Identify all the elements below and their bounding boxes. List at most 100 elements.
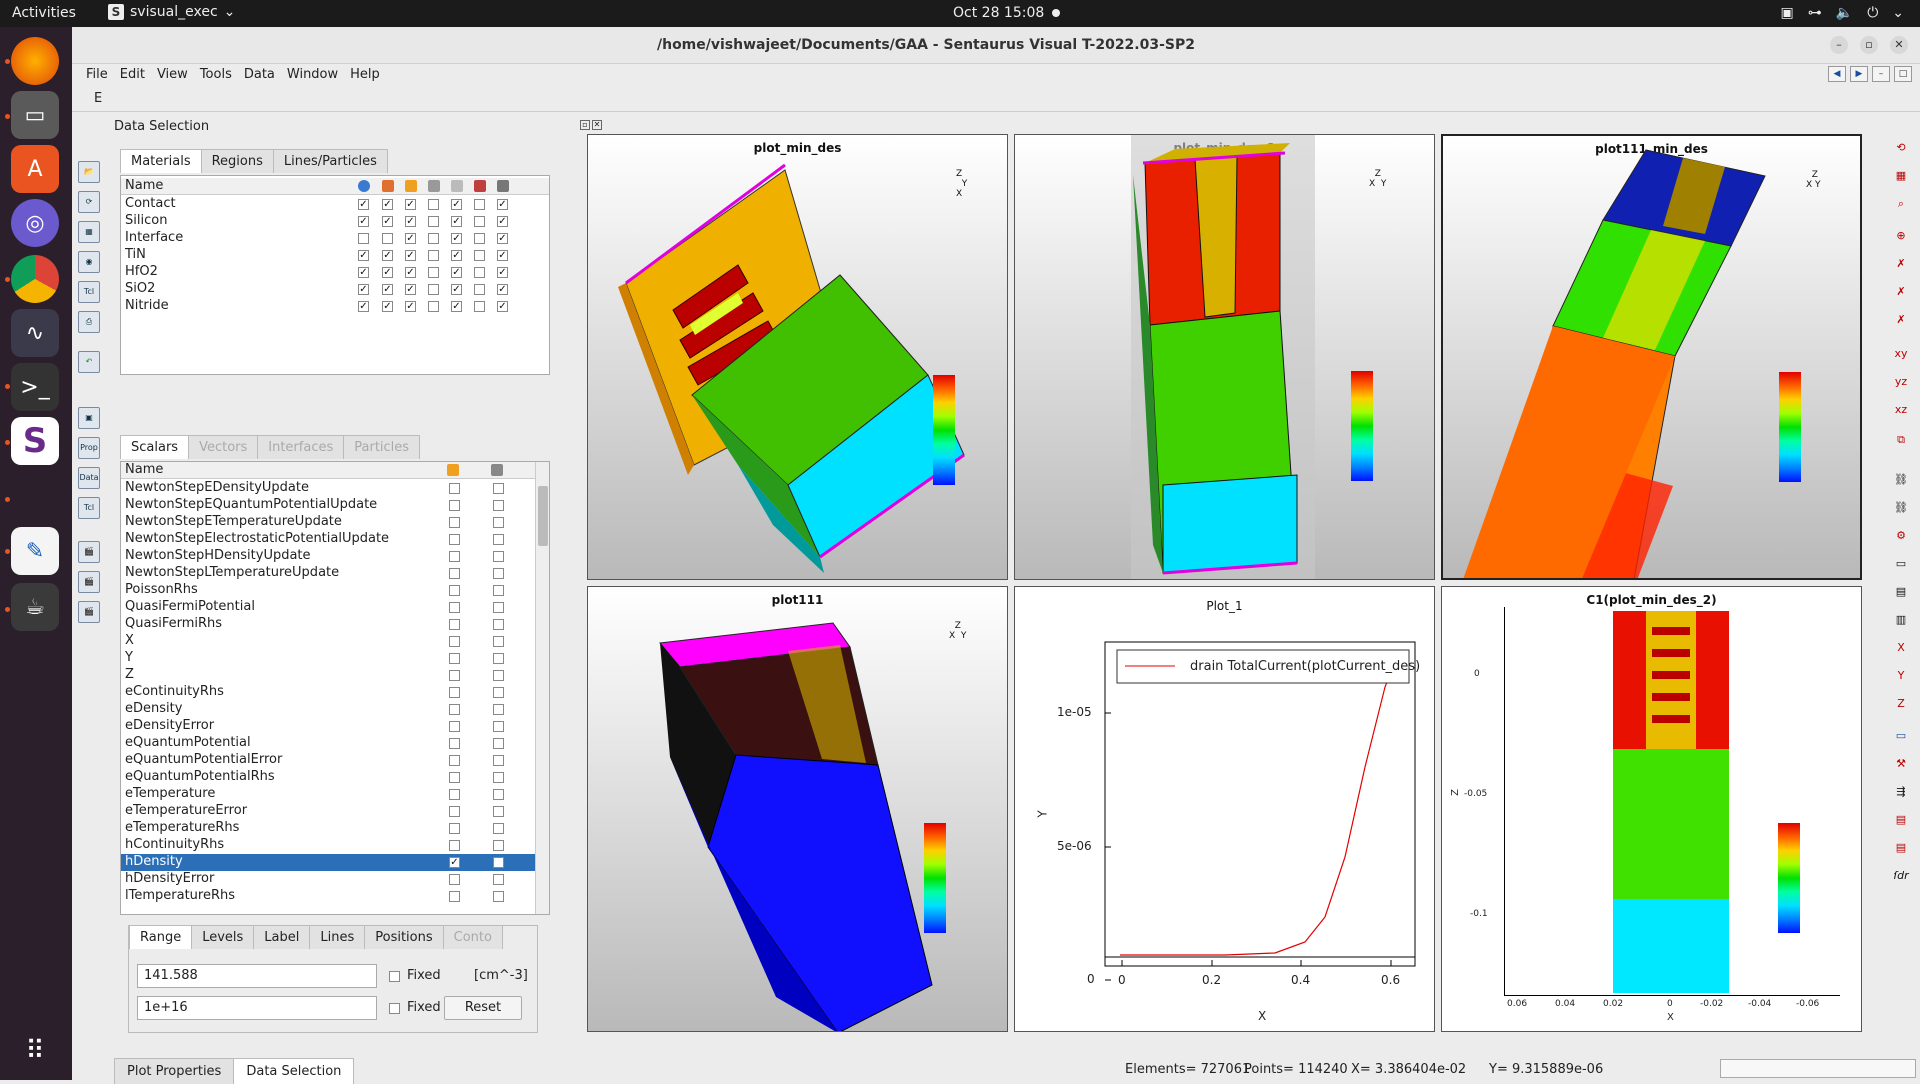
material-checkbox[interactable]: ✓ [405,284,416,295]
contour-checkbox[interactable] [449,500,460,511]
scalar-row[interactable]: NewtonStepEDensityUpdate [121,480,535,497]
material-checkbox[interactable]: ✓ [405,301,416,312]
chart-icon[interactable]: ▭ [1895,557,1907,570]
ruler-icon[interactable]: ▭ [1895,729,1907,742]
scalar-row[interactable]: QuasiFermiRhs [121,616,535,633]
software-center-icon[interactable]: A [11,145,59,193]
contour-checkbox[interactable] [449,568,460,579]
mesh-checkbox[interactable] [493,534,504,545]
material-checkbox[interactable] [428,267,439,278]
mesh-checkbox[interactable] [493,857,504,868]
material-checkbox[interactable]: ✓ [497,199,508,210]
material-checkbox[interactable] [428,216,439,227]
material-checkbox[interactable]: ✓ [451,301,462,312]
material-checkbox[interactable] [428,233,439,244]
tab-levels[interactable]: Levels [191,925,255,949]
stack-red-icon[interactable]: ▤ [1895,841,1907,854]
contour-checkbox[interactable] [449,874,460,885]
settings-icon[interactable]: ⚙ [1896,529,1906,542]
activities-button[interactable]: Activities [12,5,76,21]
material-checkbox[interactable] [358,233,369,244]
tab-interfaces[interactable]: Interfaces [257,435,345,459]
mesh-checkbox[interactable] [493,568,504,579]
material-checkbox[interactable]: ✓ [358,301,369,312]
mesh-checkbox[interactable] [493,772,504,783]
material-row[interactable]: TiN ✓ ✓ ✓ ✓ ✓ [121,247,549,264]
range-max-input[interactable]: 1e+16 [137,996,377,1020]
arrows-icon[interactable]: ⇶ [1896,785,1906,798]
volume-icon[interactable]: 🔈 [1835,5,1854,21]
scalar-row[interactable]: NewtonStepLTemperatureUpdate [121,565,535,582]
data-icon[interactable]: Data [78,467,100,489]
contour-checkbox[interactable] [449,483,460,494]
float-icon[interactable]: ▫ [580,120,590,130]
outline-icon[interactable] [451,180,463,192]
contour-checkbox[interactable] [449,704,460,715]
movie-export-icon[interactable]: 🎬 [78,601,100,623]
app-menu[interactable]: S svisual_exec ⌄ [108,4,235,20]
bulk-icon[interactable] [382,180,394,192]
open-icon[interactable]: 📂 [78,161,100,183]
range-min-input[interactable]: 141.588 [137,964,377,988]
material-checkbox[interactable]: ✓ [382,216,393,227]
contour-checkbox[interactable]: ✓ [449,857,460,868]
contour-checkbox[interactable] [449,602,460,613]
material-checkbox[interactable]: ✓ [497,233,508,244]
restore-icon[interactable]: – [1872,66,1890,82]
cut-icon[interactable] [474,180,486,192]
menu-file[interactable]: File [86,67,108,82]
tab-lines-particles[interactable]: Lines/Particles [272,149,388,173]
rotate-y-icon[interactable]: ✗ [1896,285,1906,298]
scalar-row[interactable]: eQuantumPotential [121,735,535,752]
mesh-checkbox[interactable] [493,619,504,630]
material-checkbox[interactable]: ✓ [451,250,462,261]
mesh-checkbox[interactable] [493,585,504,596]
contour-checkbox[interactable] [449,551,460,562]
tab-regions[interactable]: Regions [200,149,274,173]
material-checkbox[interactable]: ✓ [382,250,393,261]
view-xy-icon[interactable]: xy [1894,347,1908,360]
layout-icon[interactable]: ▦ [1895,169,1907,182]
material-checkbox[interactable] [474,301,485,312]
scalar-row[interactable]: NewtonStepHDensityUpdate [121,548,535,565]
fixed-max-checkbox[interactable] [389,1003,400,1014]
contour-checkbox[interactable] [449,891,460,902]
material-checkbox[interactable]: ✓ [497,284,508,295]
undo-icon[interactable]: ↶ [78,351,100,373]
tab-positions[interactable]: Positions [364,925,444,949]
chrome-icon[interactable] [11,255,59,303]
material-checkbox[interactable]: ✓ [451,216,462,227]
material-checkbox[interactable]: ✓ [358,267,369,278]
contour-checkbox[interactable] [449,619,460,630]
link-icon[interactable]: ⛓ [1894,473,1908,486]
show-apps-icon[interactable]: ⠿ [25,1036,45,1066]
menu-window[interactable]: Window [286,67,339,82]
contour-checkbox[interactable] [449,840,460,851]
mesh-checkbox[interactable] [493,551,504,562]
menu-help[interactable]: Help [350,67,380,82]
plot-min-des-2[interactable]: plot_min_des_2 ZX Y [1014,134,1435,580]
tab-label[interactable]: Label [253,925,311,949]
zoom-icon[interactable]: ⌕ [1897,197,1905,210]
visibility-icon[interactable] [358,180,370,192]
material-checkbox[interactable]: ✓ [451,233,462,244]
reset-button[interactable]: Reset [444,996,522,1020]
files-icon[interactable]: ▭ [11,91,59,139]
cut-y-icon[interactable]: Y [1897,669,1905,682]
rotate-z-icon[interactable]: ✗ [1896,313,1906,326]
material-checkbox[interactable]: ✓ [358,284,369,295]
mesh-checkbox[interactable] [493,891,504,902]
view-yz-icon[interactable]: yz [1894,375,1908,388]
mesh-checkbox[interactable] [493,517,504,528]
app-indicator-icon[interactable]: ▣ [1780,5,1794,21]
material-checkbox[interactable]: ✓ [497,267,508,278]
material-checkbox[interactable]: ✓ [497,250,508,261]
contour-checkbox[interactable] [449,653,460,664]
material-checkbox[interactable] [428,250,439,261]
tab-materials[interactable]: Materials [120,149,202,173]
stack-icon[interactable]: ▤ [1895,813,1907,826]
tab-contours[interactable]: Conto [442,925,503,949]
mesh-checkbox[interactable] [493,483,504,494]
copy-icon[interactable]: ⧉ [1897,433,1905,446]
